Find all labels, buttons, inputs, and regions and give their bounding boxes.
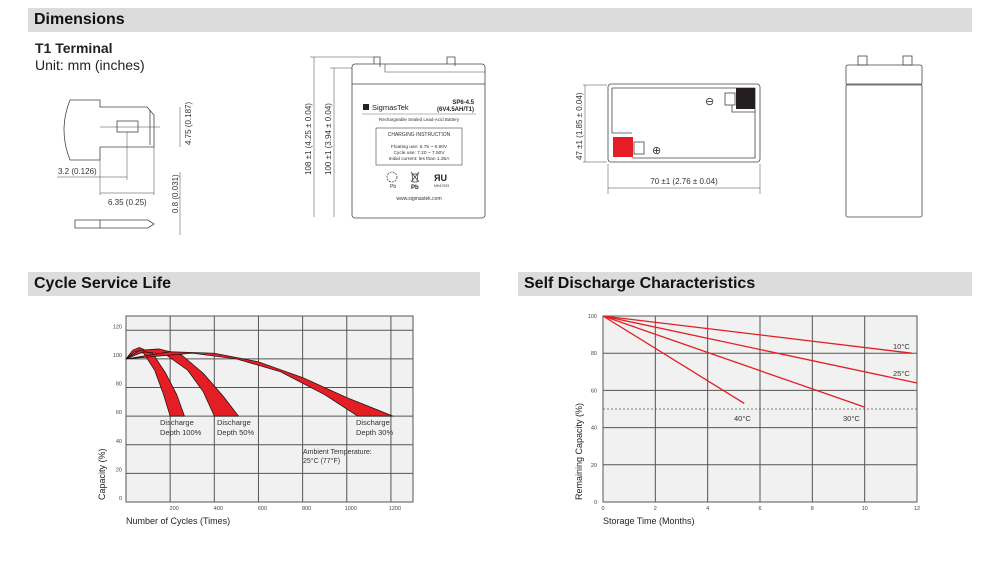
y-tick-label: 60 [591, 388, 597, 394]
x-tick-label: 600 [258, 506, 267, 512]
crossed-bin-icon [410, 171, 420, 183]
cycle-y-label: Capacity (%) [97, 448, 107, 500]
series-label: 40°C [734, 414, 751, 423]
battery-front-drawing: 108 ±1 (4.25 ± 0.04) 100 ±1 (3.94 ± 0.04… [304, 56, 486, 219]
y-tick-label: 100 [113, 353, 122, 359]
y-tick-label: 0 [119, 496, 122, 502]
x-tick-label: 1000 [345, 506, 357, 512]
y-tick-label: 80 [116, 382, 122, 388]
ambient-annotation: 25°C (77°F) [303, 457, 340, 465]
dim-total-height-label: 108 ±1 (4.25 ± 0.04) [304, 103, 313, 175]
brand-name: SigmasTek [372, 103, 409, 112]
x-tick-label: 200 [170, 506, 179, 512]
x-tick-label: 1200 [389, 506, 401, 512]
x-tick-label: 10 [862, 506, 868, 512]
self-discharge-header: Self Discharge Characteristics [518, 272, 972, 296]
model-name: SP6-4.5 [452, 100, 474, 106]
recycle-pb-label: Pb [390, 184, 396, 190]
battery-subtitle: Rechargeable Sealed Lead-Acid Battery [379, 117, 460, 122]
self-discharge-line-1 [602, 315, 918, 384]
ul-mark-icon: ЯU [434, 173, 447, 183]
series-label: 30°C [843, 414, 860, 423]
series-label: Discharge [356, 418, 390, 427]
x-tick-label: 0 [601, 506, 604, 512]
x-tick-label: 6 [758, 506, 761, 512]
x-tick-label: 12 [914, 506, 920, 512]
series-label: Discharge [217, 418, 251, 427]
dim-offset-label: 3.2 (0.126) [58, 167, 97, 176]
y-tick-label: 80 [591, 351, 597, 357]
dim-depth-label: 47 ±1 (1.85 ± 0.04) [575, 92, 584, 160]
y-tick-label: 40 [116, 439, 122, 445]
y-tick-label: 20 [116, 467, 122, 473]
terminal-drawing: 3.2 (0.126) 6.35 (0.25) 4.75 (0.187) 0.8… [57, 99, 193, 235]
charging-line: Floating use: 6.75 ~ 6.90V [391, 144, 448, 150]
charging-title: CHARGING INSTRUCTION [388, 132, 451, 138]
negative-symbol: ⊖ [705, 96, 714, 108]
y-tick-label: 100 [588, 314, 597, 320]
dim-case-height-label: 100 ±1 (3.94 ± 0.04) [324, 103, 333, 175]
dim-height-label: 4.75 (0.187) [184, 102, 193, 145]
positive-terminal [613, 137, 633, 157]
self-discharge-line-3 [602, 315, 745, 404]
bin-pb-label: Pb [411, 185, 419, 191]
battery-side-drawing [845, 55, 923, 218]
dimensions-header: Dimensions [28, 8, 972, 32]
self-x-label: Storage Time (Months) [603, 516, 695, 526]
y-tick-label: 120 [113, 324, 122, 330]
charging-line: Initial current: les than 1.35A [389, 156, 451, 162]
y-tick-label: 40 [591, 426, 597, 432]
dim-thickness-label: 0.8 (0.031) [171, 174, 180, 213]
dim-width-label: 6.35 (0.25) [108, 198, 147, 207]
series-label: Depth 50% [217, 428, 254, 437]
ul-code: MH47929 [434, 184, 449, 188]
unit-label: Unit: mm (inches) [35, 57, 145, 73]
y-tick-label: 0 [594, 500, 597, 506]
y-tick-label: 60 [116, 410, 122, 416]
positive-symbol: ⊕ [652, 145, 661, 157]
self-discharge-line-2 [602, 315, 865, 408]
x-tick-label: 2 [654, 506, 657, 512]
website: www.sigmastek.com [396, 196, 441, 202]
model-spec: (6V4.5AH/T1) [437, 107, 474, 113]
self-discharge-line-0 [602, 315, 912, 354]
recycle-icon [386, 171, 398, 183]
cycle-band-2 [125, 351, 394, 417]
negative-terminal [736, 88, 755, 109]
x-tick-label: 400 [214, 506, 223, 512]
series-label: 10°C [893, 342, 910, 351]
y-tick-label: 20 [591, 463, 597, 469]
x-tick-label: 4 [706, 506, 709, 512]
terminal-title: T1 Terminal [35, 40, 113, 56]
charging-line: Cycle use: 7.20 ~ 7.50V [393, 150, 445, 156]
brand-logo-icon [363, 104, 369, 110]
cycle-x-label: Number of Cycles (Times) [126, 516, 231, 526]
dim-width-label-top: 70 ±1 (2.76 ± 0.04) [650, 177, 718, 186]
self-y-label: Remaining Capacity (%) [574, 402, 584, 500]
series-label: Depth 30% [356, 428, 393, 437]
dimension-drawings: 3.2 (0.126) 6.35 (0.25) 4.75 (0.187) 0.8… [57, 55, 923, 235]
x-tick-label: 800 [302, 506, 311, 512]
series-label: 25°C [893, 369, 910, 378]
cycle-band-0 [125, 347, 185, 417]
battery-top-drawing: ⊖ ⊕ 47 ±1 (1.85 ± 0.04) 70 ±1 (2.76 ± 0.… [575, 83, 761, 194]
cycle-life-header: Cycle Service Life [28, 272, 480, 296]
series-label: Depth 100% [160, 428, 202, 437]
x-tick-label: 8 [811, 506, 814, 512]
ambient-annotation: Ambient Temperature: [303, 449, 372, 456]
series-label: Discharge [160, 418, 194, 427]
